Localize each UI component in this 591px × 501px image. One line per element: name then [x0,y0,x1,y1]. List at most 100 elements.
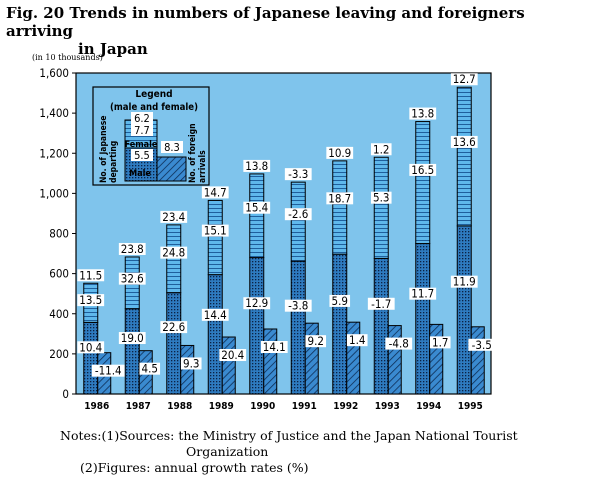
rate-total-label-bg [118,242,146,255]
rate-foreign-label-bg [260,340,288,353]
rate-total-label-bg [77,269,105,282]
rate-total-label: 1.2 [373,142,389,156]
y-tick-label: 600 [49,267,69,281]
rate-male-label-bg [367,297,395,310]
rate-female-label-bg [450,135,478,148]
legend-subtitle: (male and female) [110,102,198,113]
notes: Notes:(1)Sources: the Ministry of Justic… [60,428,580,476]
rate-female-label-bg [243,201,271,214]
bar-male [166,292,182,395]
rate-total-label-bg [450,73,478,86]
bar-female [207,199,223,276]
rate-foreign-label: 1.4 [349,333,365,347]
rate-total-label: 10.9 [328,146,351,160]
bar-female [415,121,431,245]
y-tick-label: 200 [49,347,69,361]
legend-japanese-label: No. of Japanese departing [99,113,119,183]
legend-foreign-rate-bg [161,141,183,153]
legend-foreign-label-line2: arrivals [198,150,208,183]
rate-female-label-bg [77,294,105,307]
rate-foreign-label-bg [468,338,496,351]
x-tick-label: 1995 [458,401,483,412]
x-tick-label: 1992 [333,401,358,412]
rate-male-label-bg [77,341,105,354]
bar-male [332,253,348,395]
note-source: Notes:(1)Sources: the Ministry of Justic… [60,428,518,443]
rate-foreign-label-bg [385,337,413,350]
y-tick-label: 1,000 [39,186,69,200]
rate-male-label: 22.6 [162,320,185,334]
rate-male-label-bg [450,275,478,288]
bar-male [124,308,140,395]
bar-male [207,274,223,395]
rate-foreign-label-bg [91,364,125,377]
bar-male [415,243,431,395]
x-tick-label: 1990 [250,401,275,412]
legend-male-label: Male [129,169,151,179]
rate-male-label-bg [243,297,271,310]
rate-female-label-bg [409,163,437,176]
rate-total-label-bg [201,186,229,199]
rate-female-label: 18.7 [328,191,351,205]
x-tick-label: 1988 [167,401,192,412]
rate-female-label: 13.5 [79,293,102,307]
y-tick-label: 1,600 [39,66,69,80]
rate-female-label: 32.6 [121,272,144,286]
x-tick-label: 1991 [292,401,317,412]
rate-foreign-label: 14.1 [263,340,286,354]
y-tick-label: 800 [49,227,69,241]
rate-female-label: 24.8 [162,246,185,260]
bar-female [456,86,472,227]
bar-male [249,257,265,395]
rate-total-label-bg [370,143,392,156]
rate-total-label-bg [326,146,354,159]
bar-male [456,225,472,395]
legend: Legend (male and female) 6.2 7.7 Female … [92,86,210,186]
bar-foreign [263,328,278,395]
rate-total-label: 14.7 [204,185,227,199]
legend-male-rate: 5.5 [134,149,150,162]
y-tick-label: 400 [49,307,69,321]
rate-total-label-bg [160,210,188,223]
rate-male-label-bg [118,332,146,345]
rate-total-label: 11.5 [79,268,102,282]
rate-male-label: 12.9 [245,296,268,310]
x-tick-label: 1994 [416,401,441,412]
rate-male-label-bg [160,321,188,334]
rate-total-label: 12.7 [453,72,476,86]
rate-total-label: 23.4 [162,210,185,224]
legend-female-rate-bg [131,124,153,136]
legend-foreign-bar [156,156,187,182]
bar-male [83,321,99,395]
bar-female [332,160,348,255]
rate-male-label: -1.7 [371,297,391,311]
bar-female [166,224,182,294]
rate-female-label-bg [160,246,188,259]
rate-foreign-label-bg [180,357,202,370]
rate-foreign-label: -4.8 [389,337,409,351]
rate-female-label: 16.5 [411,163,434,177]
legend-female-label: Female [125,140,158,150]
legend-foreign-label: No. of foreign arrivals [188,121,208,183]
rate-male-label: 19.0 [121,331,144,345]
rate-male-label-bg [284,299,312,312]
bar-male [373,257,389,395]
rate-foreign-label-bg [219,349,247,362]
bar-male [290,260,306,395]
legend-japanese-label-line1: No. of Japanese [99,116,109,183]
bar-female [249,173,265,259]
x-tick-label: 1987 [126,401,151,412]
rate-female-label: -2.6 [288,207,308,221]
rate-female-label: 15.4 [245,201,268,215]
legend-japanese-label-line2: departing [109,141,119,183]
rate-male-label-bg [409,287,437,300]
rate-foreign-label-bg [305,335,327,348]
rate-total-label-bg [409,107,437,120]
rate-total-label: 13.8 [411,107,434,121]
rate-female-label-bg [284,208,312,221]
rate-female-label-bg [370,191,392,204]
chart-title: Fig. 20 Trends in numbers of Japanese le… [6,4,586,58]
rate-foreign-label: 9.3 [183,356,199,370]
note-source-cont: Organization [186,444,269,459]
